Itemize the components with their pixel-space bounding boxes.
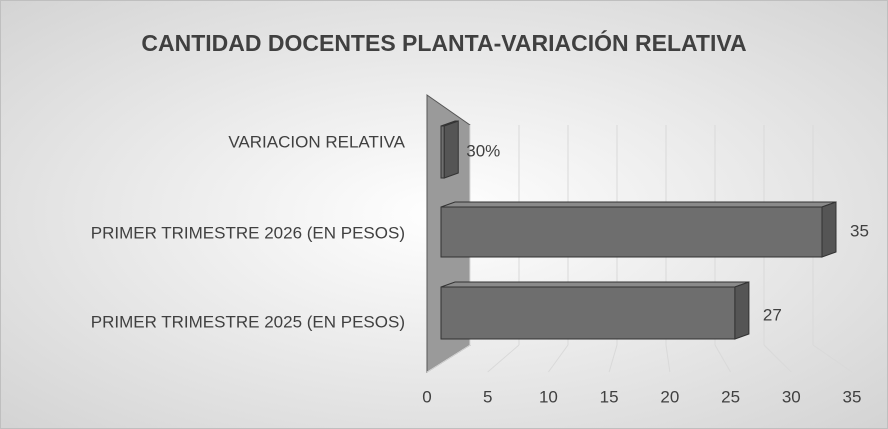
category-label: PRIMER TRIMESTRE 2026 (EN PESOS) (91, 223, 405, 242)
floor-line (812, 344, 853, 373)
floor-line (487, 344, 520, 373)
floor-line (665, 344, 671, 373)
floor-line (608, 344, 618, 373)
x-tick-label: 10 (539, 387, 558, 406)
value-label: 35 (850, 221, 869, 240)
floor-line (426, 344, 471, 373)
chart-title: CANTIDAD DOCENTES PLANTA-VARIACIÓN RELAT… (141, 29, 746, 56)
x-tick-label: 30 (782, 387, 801, 406)
x-tick-label: 0 (422, 387, 431, 406)
category-label: VARIACION RELATIVA (228, 132, 405, 151)
category-label: PRIMER TRIMESTRE 2025 (EN PESOS) (91, 312, 405, 331)
value-label: 27 (763, 305, 782, 324)
bar (440, 286, 736, 340)
x-tick-label: 35 (843, 387, 862, 406)
x-tick-label: 15 (600, 387, 619, 406)
x-tick-label: 20 (660, 387, 679, 406)
floor-line (714, 344, 732, 373)
bar-side (734, 281, 750, 340)
floor-line (763, 344, 792, 373)
floor-line (548, 344, 569, 373)
value-label: 30% (466, 141, 500, 160)
x-tick-label: 25 (721, 387, 740, 406)
bar-side (821, 201, 837, 258)
bar-top (440, 281, 750, 288)
x-tick-label: 5 (483, 387, 492, 406)
bar (440, 206, 823, 258)
bar-top (440, 201, 837, 208)
bar-side (443, 120, 459, 179)
